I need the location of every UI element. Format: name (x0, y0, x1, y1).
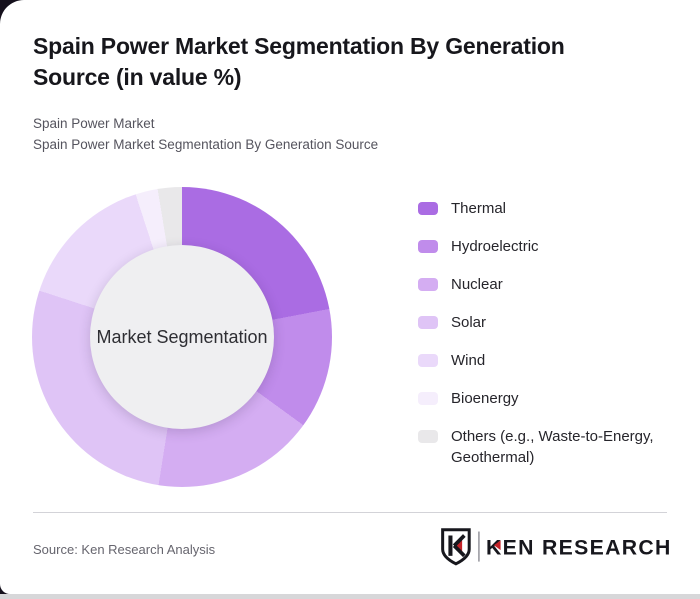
legend-item: Thermal (418, 198, 672, 219)
legend-label: Wind (451, 352, 486, 369)
legend-item: Solar (418, 312, 672, 333)
legend-label: Hydroelectric (451, 238, 539, 255)
ken-research-logo: KEN RESEARCH (440, 527, 670, 572)
legend-label: Thermal (451, 200, 507, 217)
legend-item: Others (e.g., Waste-to-Energy, Geotherma… (418, 426, 672, 468)
donut-chart: Market Segmentation (32, 187, 332, 487)
legend-label: Others (e.g., Waste-to-Energy, Geotherma… (451, 428, 654, 466)
bottom-edge-strip (0, 594, 700, 599)
logo-k-accent (493, 540, 501, 551)
legend-swatch (418, 278, 438, 291)
logo-wordmark: KEN RESEARCH (486, 537, 670, 560)
logo-shield-icon (441, 528, 471, 566)
legend-swatch (418, 354, 438, 367)
legend-swatch (418, 430, 438, 443)
legend-swatch (418, 202, 438, 215)
legend-item: Hydroelectric (418, 236, 672, 257)
donut-center: Market Segmentation (90, 245, 274, 429)
legend-label: Bioenergy (451, 390, 519, 407)
legend-item: Wind (418, 350, 672, 371)
legend-item: Bioenergy (418, 388, 672, 409)
legend-label: Solar (451, 314, 487, 331)
legend-swatch (418, 392, 438, 405)
source-text: Source: Ken Research Analysis (33, 542, 216, 557)
legend-label: Nuclear (451, 276, 503, 293)
subtitle-line-1: Spain Power Market (33, 116, 155, 131)
chart-legend: Thermal Hydroelectric Nuclear Solar Wind Bioe… (418, 198, 672, 485)
page-title: Spain Power Market Segmentation By Gener… (33, 33, 565, 90)
donut-center-label: Market Segmentation (96, 326, 268, 347)
legend-swatch (418, 240, 438, 253)
legend-item: Nuclear (418, 274, 672, 295)
footer-divider (33, 512, 667, 513)
subtitle-line-2: Spain Power Market Segmentation By Gener… (33, 137, 379, 152)
chart-subtitle: Spain Power Market Spain Power Market Se… (33, 113, 378, 155)
legend-swatch (418, 316, 438, 329)
